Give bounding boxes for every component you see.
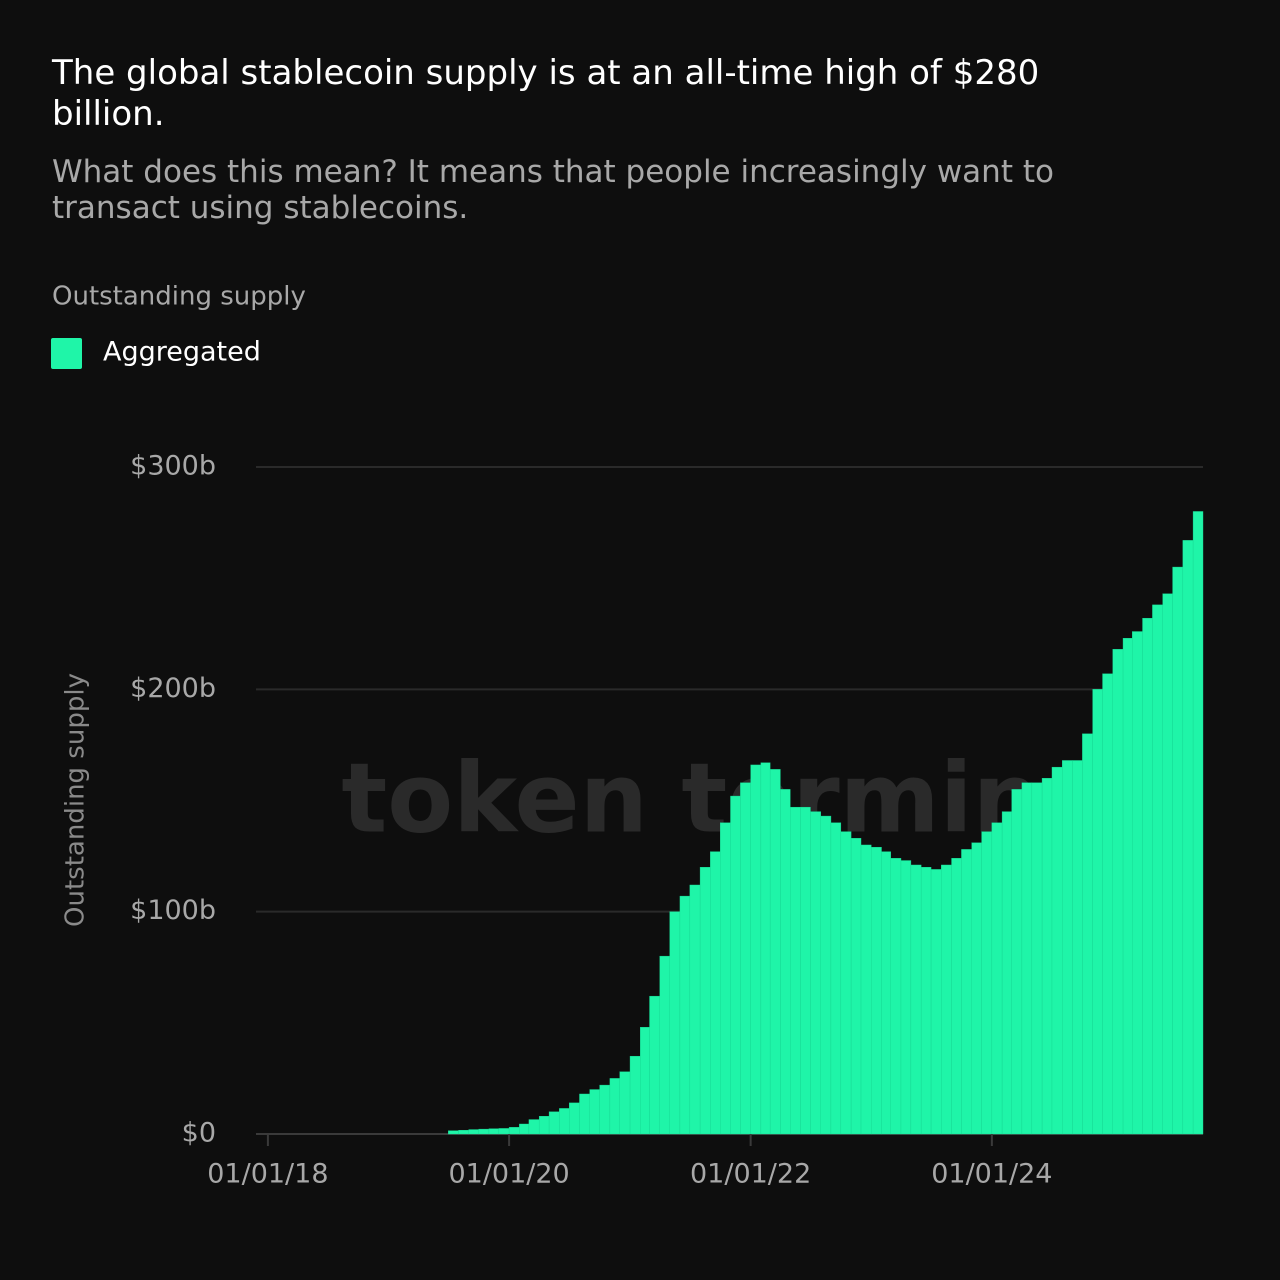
bar: [710, 851, 721, 1135]
bar: [830, 822, 842, 1135]
bar: [1182, 540, 1194, 1135]
bar: [458, 1130, 469, 1135]
bar: [991, 822, 1003, 1135]
bar: [1122, 637, 1133, 1135]
bar: [1172, 566, 1184, 1135]
bar: [930, 869, 942, 1135]
bar: [1112, 649, 1124, 1135]
bar: [669, 911, 681, 1135]
bar: [750, 764, 762, 1135]
bar: [890, 858, 902, 1135]
bar: [589, 1089, 600, 1135]
bar: [881, 851, 891, 1135]
bar: [1051, 766, 1063, 1135]
bar: [579, 1093, 590, 1135]
bar: [981, 831, 993, 1135]
y-axis-label: Outstanding supply: [61, 673, 91, 927]
bar: [488, 1128, 500, 1135]
bar: [910, 864, 922, 1135]
bar: [1082, 733, 1093, 1135]
legend-label: Aggregated: [103, 337, 261, 368]
bar: [1031, 782, 1043, 1135]
bar: [971, 842, 982, 1135]
bar: [1062, 760, 1073, 1135]
x-tick-label: 01/01/24: [931, 1159, 1052, 1190]
bar: [800, 806, 811, 1135]
bar: [820, 815, 832, 1135]
bar: [1041, 778, 1053, 1135]
bar: [1132, 631, 1143, 1135]
bar: [720, 822, 731, 1135]
y-tick-label: $0: [182, 1118, 216, 1149]
bar: [780, 789, 791, 1135]
bar: [519, 1123, 530, 1135]
bar: [640, 1027, 650, 1135]
bar: [1092, 689, 1103, 1135]
bar: [559, 1108, 570, 1135]
bar: [1192, 511, 1204, 1135]
bar: [689, 884, 701, 1135]
bar: [448, 1130, 459, 1135]
bar: [498, 1128, 510, 1135]
bar: [659, 955, 670, 1135]
bar: [920, 867, 932, 1135]
chart-label: Outstanding supply: [52, 282, 306, 312]
bar: [961, 849, 972, 1135]
bar: [1102, 673, 1113, 1135]
bar: [1152, 604, 1163, 1135]
bar: [619, 1071, 631, 1135]
bar: [1001, 811, 1012, 1135]
bar: [468, 1129, 479, 1135]
bar: [730, 795, 741, 1135]
x-tick-label: 01/01/22: [690, 1159, 811, 1190]
bar: [1142, 617, 1153, 1135]
bar: [699, 867, 711, 1135]
bar: [941, 864, 952, 1135]
bar: [1011, 789, 1023, 1135]
bar: [569, 1102, 580, 1135]
y-tick-label: $100b: [130, 895, 216, 926]
bar: [769, 769, 781, 1135]
bar: [649, 995, 660, 1135]
bar: [609, 1078, 620, 1135]
bar: [508, 1127, 520, 1135]
chart-subtitle: What does this mean? It means that peopl…: [52, 154, 1054, 226]
bar: [790, 806, 801, 1135]
bar: [599, 1084, 611, 1135]
y-tick-label: $300b: [130, 451, 216, 482]
x-tick-label: 01/01/18: [207, 1159, 328, 1190]
bar: [629, 1055, 641, 1135]
bar: [528, 1119, 540, 1135]
bar: [951, 858, 962, 1135]
chart-title: The global stablecoin supply is at an al…: [51, 53, 1039, 134]
bar: [900, 860, 912, 1135]
bar: [860, 844, 872, 1135]
bar: [850, 838, 862, 1135]
y-tick-label: $200b: [130, 673, 216, 704]
bar: [679, 895, 691, 1135]
bar: [478, 1128, 490, 1135]
bar: [538, 1116, 550, 1135]
bar: [871, 846, 882, 1135]
bar: [1021, 782, 1033, 1135]
bar: [548, 1111, 560, 1135]
bar: [1072, 760, 1083, 1135]
bar: [740, 782, 751, 1135]
x-tick-label: 01/01/20: [448, 1159, 569, 1190]
bar: [840, 831, 852, 1135]
bar: [1162, 593, 1173, 1135]
legend-swatch: [51, 338, 82, 369]
bar: [760, 762, 771, 1135]
bar: [810, 811, 821, 1135]
